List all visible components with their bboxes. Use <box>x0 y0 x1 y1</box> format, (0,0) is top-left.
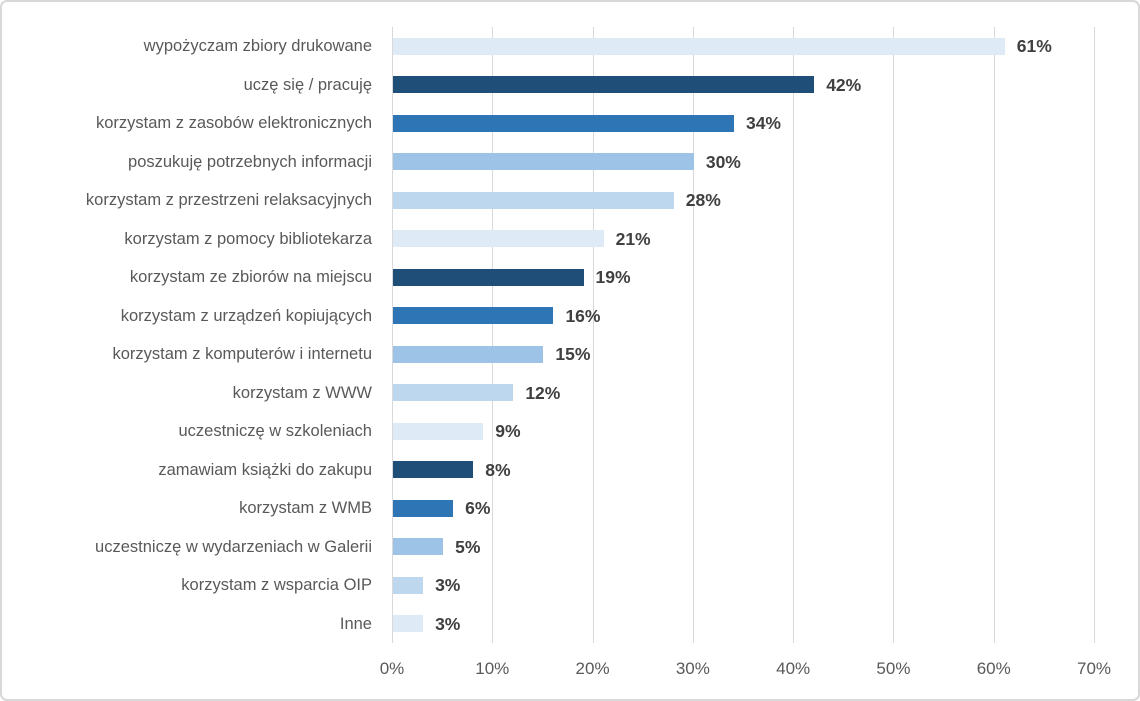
bar <box>393 76 815 94</box>
gridline <box>692 27 694 643</box>
bar <box>393 615 424 633</box>
x-axis-tick-label: 30% <box>675 659 710 678</box>
category-label: korzystam z komputerów i internetu <box>112 345 372 364</box>
value-label: 6% <box>465 498 491 519</box>
x-axis-tick-label: 20% <box>575 659 610 678</box>
bar <box>393 307 554 325</box>
value-label: 30% <box>705 151 741 172</box>
category-label: korzystam ze zbiorów na miejscu <box>129 268 372 287</box>
category-label: korzystam z przestrzeni relaksacyjnych <box>85 191 372 210</box>
x-axis-tick-label: 0% <box>379 659 405 678</box>
category-label: wypożyczam zbiory drukowane <box>143 37 372 56</box>
bar <box>393 384 514 402</box>
bar <box>393 499 454 517</box>
bar <box>393 268 584 286</box>
gridline <box>993 27 995 643</box>
bar <box>393 230 604 248</box>
value-label: 15% <box>555 344 591 365</box>
bar <box>393 538 444 556</box>
value-label: 3% <box>435 575 461 596</box>
value-label: 61% <box>1016 36 1052 57</box>
value-label: 42% <box>826 74 862 95</box>
category-label: Inne <box>339 614 372 633</box>
bar <box>393 422 484 440</box>
gridline <box>793 27 795 643</box>
bar <box>393 114 734 132</box>
value-label: 21% <box>615 228 651 249</box>
category-label: zamawiam książki do zakupu <box>158 460 372 479</box>
category-label: korzystam z wsparcia OIP <box>181 576 372 595</box>
category-label: korzystam z pomocy bibliotekarza <box>124 229 372 248</box>
x-axis-tick-label: 70% <box>1076 659 1112 678</box>
category-label: korzystam z WWW <box>232 383 372 402</box>
value-label: 28% <box>685 190 721 211</box>
category-label: korzystam z urządzeń kopiujących <box>120 306 372 325</box>
value-label: 16% <box>565 305 601 326</box>
value-label: 9% <box>495 421 521 442</box>
bar <box>393 576 424 594</box>
value-label: 34% <box>745 113 781 134</box>
category-label: korzystam z zasobów elektronicznych <box>95 114 372 133</box>
bar <box>393 153 694 171</box>
x-axis-tick-label: 10% <box>475 659 510 678</box>
value-label: 5% <box>455 536 481 557</box>
category-label: uczestniczę w wydarzeniach w Galerii <box>95 537 372 556</box>
value-label: 12% <box>525 382 561 403</box>
bar <box>393 37 1005 55</box>
x-axis-tick-label: 50% <box>876 659 911 678</box>
category-label: uczestniczę w szkoleniach <box>178 422 372 441</box>
value-label: 3% <box>435 613 461 634</box>
x-axis-tick-label: 40% <box>776 659 811 678</box>
category-label: poszukuję potrzebnych informacji <box>128 152 372 171</box>
bar <box>393 345 544 363</box>
bar <box>393 461 474 479</box>
gridline <box>492 27 494 643</box>
value-label: 19% <box>595 267 631 288</box>
gridline <box>1094 27 1095 643</box>
y-axis-line <box>392 27 393 643</box>
value-label: 8% <box>485 459 511 480</box>
gridline <box>893 27 895 643</box>
bar <box>393 191 674 209</box>
x-axis-tick-label: 60% <box>976 659 1011 678</box>
gridline <box>592 27 594 643</box>
category-label: uczę się / pracuję <box>243 75 372 94</box>
category-label: korzystam z WMB <box>239 499 372 518</box>
